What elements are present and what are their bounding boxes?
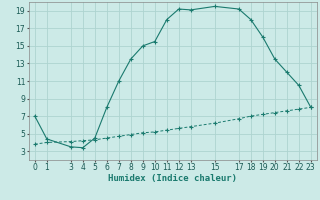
X-axis label: Humidex (Indice chaleur): Humidex (Indice chaleur) [108,174,237,183]
